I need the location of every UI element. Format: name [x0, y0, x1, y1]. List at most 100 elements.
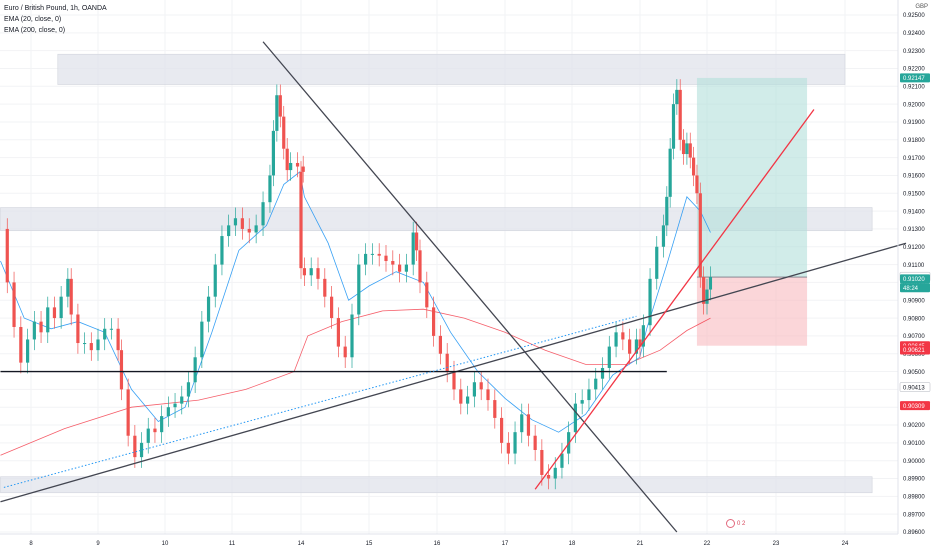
zone-rectangle-3[interactable] — [0, 476, 873, 494]
candle-body — [411, 232, 415, 265]
candle-body — [5, 228, 9, 283]
symbol-title[interactable]: Euro / British Pound, 1h, OANDA — [4, 5, 107, 12]
candle-body — [119, 350, 124, 390]
candle-body — [323, 278, 327, 297]
y-tick-label: 0.91700 — [903, 156, 925, 162]
x-tick-label: 23 — [773, 541, 780, 547]
candle-body — [109, 328, 113, 330]
watermark: 0 2 — [726, 519, 745, 528]
candle-body — [275, 95, 279, 131]
candle-body — [594, 378, 598, 390]
candle-body — [432, 307, 436, 336]
candle-body — [533, 435, 537, 450]
candle-body — [472, 382, 476, 397]
position-stop-zone[interactable] — [696, 277, 808, 346]
y-tick-label: 0.90200 — [903, 423, 925, 429]
candle-body — [19, 326, 23, 363]
trendline-5[interactable] — [3, 315, 637, 488]
y-tick-label: 0.90900 — [903, 298, 925, 304]
candle-body — [648, 278, 652, 326]
indicator-ema20[interactable]: EMA (20, close, 0) — [4, 16, 62, 23]
candle-body — [661, 225, 666, 247]
candle-body — [271, 130, 275, 176]
x-tick-label: 10 — [162, 541, 169, 547]
price-label-badge — [900, 401, 930, 411]
indicator-ema200[interactable]: EMA (200, close, 0) — [4, 27, 66, 34]
x-tick-label: 18 — [569, 541, 576, 547]
candle-body — [32, 321, 36, 340]
candle-body — [289, 162, 293, 171]
candle-body — [46, 307, 50, 333]
candle-body — [193, 357, 197, 383]
candle-body — [89, 343, 93, 351]
trendline-4[interactable] — [534, 109, 815, 490]
candle-body — [285, 148, 289, 171]
candle-body — [233, 218, 238, 226]
candle-body — [278, 95, 282, 117]
trendline-2[interactable] — [0, 242, 907, 503]
candle-body — [404, 264, 408, 272]
price-label-text: 0.90309 — [903, 404, 925, 410]
candle-body — [540, 449, 544, 475]
x-tick-label: 16 — [434, 541, 441, 547]
x-tick-label: 15 — [366, 541, 373, 547]
candle-body — [479, 382, 483, 390]
candle-body — [336, 318, 340, 347]
ema200-line — [0, 308, 711, 456]
x-tick-label: 8 — [29, 541, 33, 547]
candle-body — [302, 268, 306, 276]
candle-body — [83, 343, 87, 345]
candle-body — [220, 236, 224, 265]
x-tick-label: 11 — [229, 541, 236, 547]
candle-body — [180, 396, 184, 404]
candle-body — [213, 264, 217, 297]
candle-body — [708, 277, 713, 290]
candle-body — [668, 148, 672, 197]
currency-label: GBP — [915, 4, 928, 10]
candle-body — [309, 268, 313, 276]
candle-body — [316, 268, 320, 279]
candle-body — [200, 321, 204, 358]
watermark-logo-icon — [726, 519, 735, 528]
candle-body — [330, 296, 334, 319]
x-tick-label: 14 — [298, 541, 305, 547]
price-label-badge — [899, 382, 931, 392]
y-tick-label: 0.91400 — [903, 209, 925, 215]
candle-body — [139, 442, 144, 458]
candle-body — [377, 253, 381, 256]
candle-body — [452, 371, 456, 390]
candle-body — [438, 335, 442, 354]
candle-body — [614, 332, 618, 347]
y-tick-label: 0.92400 — [903, 31, 925, 37]
y-tick-label: 0.90700 — [903, 334, 925, 340]
candle-body — [206, 296, 211, 322]
candle-body — [621, 332, 625, 340]
candle-body — [96, 339, 100, 351]
candle-body — [655, 246, 659, 279]
candle-body — [173, 403, 177, 408]
y-tick-label: 0.91500 — [903, 191, 925, 197]
candle-body — [546, 474, 551, 479]
candle-body — [513, 432, 517, 454]
candle-body — [186, 382, 191, 397]
y-tick-label: 0.91200 — [903, 245, 925, 251]
candle-body — [459, 389, 463, 404]
candle-body — [671, 104, 676, 149]
candle-body — [254, 225, 258, 233]
candle-body — [692, 157, 696, 176]
y-tick-label: 0.90000 — [903, 459, 925, 465]
candle-body — [133, 435, 137, 458]
candle-body — [364, 253, 368, 265]
trendline-1[interactable] — [262, 41, 678, 533]
y-tick-label: 0.89700 — [903, 512, 925, 518]
candle-body — [39, 321, 43, 333]
candle-body — [560, 453, 564, 468]
candle-body — [698, 193, 702, 278]
candle-body — [282, 116, 286, 149]
y-tick-label: 0.91300 — [903, 227, 925, 233]
candle-body — [702, 277, 706, 304]
candle-body — [247, 228, 251, 233]
candle-body — [573, 403, 577, 433]
zone-rectangle-2[interactable] — [0, 207, 873, 232]
